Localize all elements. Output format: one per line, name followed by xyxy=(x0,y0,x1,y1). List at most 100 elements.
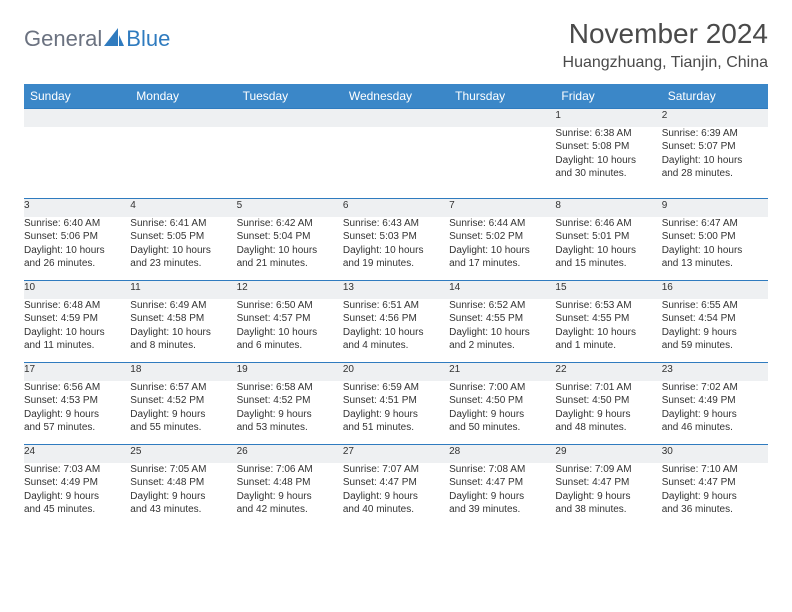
day-line: Sunset: 4:52 PM xyxy=(130,394,236,408)
day-number: 27 xyxy=(343,445,449,463)
day-line: Sunset: 4:50 PM xyxy=(555,394,661,408)
day-line: Daylight: 10 hours xyxy=(449,326,555,340)
day-line: Sunset: 4:57 PM xyxy=(237,312,343,326)
day-number: 12 xyxy=(237,281,343,299)
day-line: Sunset: 4:59 PM xyxy=(24,312,130,326)
day-number: 24 xyxy=(24,445,130,463)
day-line: Sunrise: 6:56 AM xyxy=(24,381,130,395)
day-number-row: 24252627282930 xyxy=(24,445,768,463)
day-line: Sunset: 5:01 PM xyxy=(555,230,661,244)
day-cell: Sunrise: 6:57 AMSunset: 4:52 PMDaylight:… xyxy=(130,381,236,445)
day-cell: Sunrise: 7:07 AMSunset: 4:47 PMDaylight:… xyxy=(343,463,449,527)
day-line: and 39 minutes. xyxy=(449,503,555,517)
day-line: and 38 minutes. xyxy=(555,503,661,517)
day-cell: Sunrise: 6:39 AMSunset: 5:07 PMDaylight:… xyxy=(662,127,768,199)
day-line: Sunset: 4:49 PM xyxy=(662,394,768,408)
day-line: Sunrise: 7:00 AM xyxy=(449,381,555,395)
day-line: Sunrise: 6:48 AM xyxy=(24,299,130,313)
day-line: Sunrise: 7:09 AM xyxy=(555,463,661,477)
weekday-header: Saturday xyxy=(662,84,768,109)
day-cell: Sunrise: 7:10 AMSunset: 4:47 PMDaylight:… xyxy=(662,463,768,527)
day-line: and 23 minutes. xyxy=(130,257,236,271)
day-number: 6 xyxy=(343,199,449,217)
day-line: Sunrise: 7:08 AM xyxy=(449,463,555,477)
day-line: Daylight: 10 hours xyxy=(555,154,661,168)
day-line: Daylight: 9 hours xyxy=(130,490,236,504)
day-number-row: 12 xyxy=(24,109,768,127)
day-cell: Sunrise: 7:02 AMSunset: 4:49 PMDaylight:… xyxy=(662,381,768,445)
day-line: and 11 minutes. xyxy=(24,339,130,353)
day-line: Daylight: 9 hours xyxy=(24,408,130,422)
day-line: and 53 minutes. xyxy=(237,421,343,435)
weekday-header-row: Sunday Monday Tuesday Wednesday Thursday… xyxy=(24,84,768,109)
day-number: 25 xyxy=(130,445,236,463)
day-line: Sunset: 5:03 PM xyxy=(343,230,449,244)
day-cell: Sunrise: 6:59 AMSunset: 4:51 PMDaylight:… xyxy=(343,381,449,445)
day-number: 22 xyxy=(555,363,661,381)
day-line: Sunset: 4:48 PM xyxy=(237,476,343,490)
day-line: and 26 minutes. xyxy=(24,257,130,271)
day-line: Sunrise: 6:59 AM xyxy=(343,381,449,395)
day-cell xyxy=(24,127,130,199)
day-cell: Sunrise: 6:40 AMSunset: 5:06 PMDaylight:… xyxy=(24,217,130,281)
day-number: 1 xyxy=(555,109,661,127)
day-line: and 17 minutes. xyxy=(449,257,555,271)
day-cell: Sunrise: 7:05 AMSunset: 4:48 PMDaylight:… xyxy=(130,463,236,527)
day-line: Daylight: 9 hours xyxy=(24,490,130,504)
day-content-row: Sunrise: 7:03 AMSunset: 4:49 PMDaylight:… xyxy=(24,463,768,527)
day-line: Sunrise: 6:38 AM xyxy=(555,127,661,141)
day-line: and 59 minutes. xyxy=(662,339,768,353)
day-cell: Sunrise: 6:48 AMSunset: 4:59 PMDaylight:… xyxy=(24,299,130,363)
day-number: 26 xyxy=(237,445,343,463)
day-line: Daylight: 10 hours xyxy=(130,244,236,258)
day-number: 8 xyxy=(555,199,661,217)
day-line: Daylight: 9 hours xyxy=(662,408,768,422)
day-number: 30 xyxy=(662,445,768,463)
day-line: Daylight: 10 hours xyxy=(24,326,130,340)
day-number: 29 xyxy=(555,445,661,463)
day-line: and 13 minutes. xyxy=(662,257,768,271)
day-line: Sunset: 4:56 PM xyxy=(343,312,449,326)
day-line: Sunrise: 7:01 AM xyxy=(555,381,661,395)
day-line: Sunrise: 7:06 AM xyxy=(237,463,343,477)
day-number: 9 xyxy=(662,199,768,217)
day-line: Sunrise: 7:02 AM xyxy=(662,381,768,395)
day-line: and 45 minutes. xyxy=(24,503,130,517)
day-line: Daylight: 9 hours xyxy=(237,490,343,504)
day-cell: Sunrise: 7:06 AMSunset: 4:48 PMDaylight:… xyxy=(237,463,343,527)
day-number: 28 xyxy=(449,445,555,463)
day-line: Sunrise: 6:43 AM xyxy=(343,217,449,231)
day-cell xyxy=(130,127,236,199)
day-line: and 1 minute. xyxy=(555,339,661,353)
day-line: and 36 minutes. xyxy=(662,503,768,517)
day-number xyxy=(237,109,343,127)
day-line: Daylight: 10 hours xyxy=(555,244,661,258)
day-number: 20 xyxy=(343,363,449,381)
day-number-row: 10111213141516 xyxy=(24,281,768,299)
day-cell: Sunrise: 7:08 AMSunset: 4:47 PMDaylight:… xyxy=(449,463,555,527)
day-cell: Sunrise: 6:50 AMSunset: 4:57 PMDaylight:… xyxy=(237,299,343,363)
day-number xyxy=(449,109,555,127)
day-line: Sunrise: 6:42 AM xyxy=(237,217,343,231)
day-cell: Sunrise: 6:41 AMSunset: 5:05 PMDaylight:… xyxy=(130,217,236,281)
day-content-row: Sunrise: 6:38 AMSunset: 5:08 PMDaylight:… xyxy=(24,127,768,199)
day-number: 14 xyxy=(449,281,555,299)
day-line: Sunset: 5:08 PM xyxy=(555,140,661,154)
day-line: and 40 minutes. xyxy=(343,503,449,517)
day-line: Sunset: 4:47 PM xyxy=(343,476,449,490)
day-line: Daylight: 9 hours xyxy=(662,326,768,340)
weekday-header: Tuesday xyxy=(237,84,343,109)
day-number: 13 xyxy=(343,281,449,299)
day-line: and 15 minutes. xyxy=(555,257,661,271)
logo-text-general: General xyxy=(24,26,102,52)
sail-icon xyxy=(104,28,124,51)
day-content-row: Sunrise: 6:48 AMSunset: 4:59 PMDaylight:… xyxy=(24,299,768,363)
day-number: 10 xyxy=(24,281,130,299)
weekday-header: Thursday xyxy=(449,84,555,109)
day-line: Daylight: 10 hours xyxy=(343,244,449,258)
day-line: Sunrise: 6:47 AM xyxy=(662,217,768,231)
day-cell: Sunrise: 6:44 AMSunset: 5:02 PMDaylight:… xyxy=(449,217,555,281)
day-cell: Sunrise: 6:51 AMSunset: 4:56 PMDaylight:… xyxy=(343,299,449,363)
day-line: and 2 minutes. xyxy=(449,339,555,353)
day-cell: Sunrise: 6:56 AMSunset: 4:53 PMDaylight:… xyxy=(24,381,130,445)
